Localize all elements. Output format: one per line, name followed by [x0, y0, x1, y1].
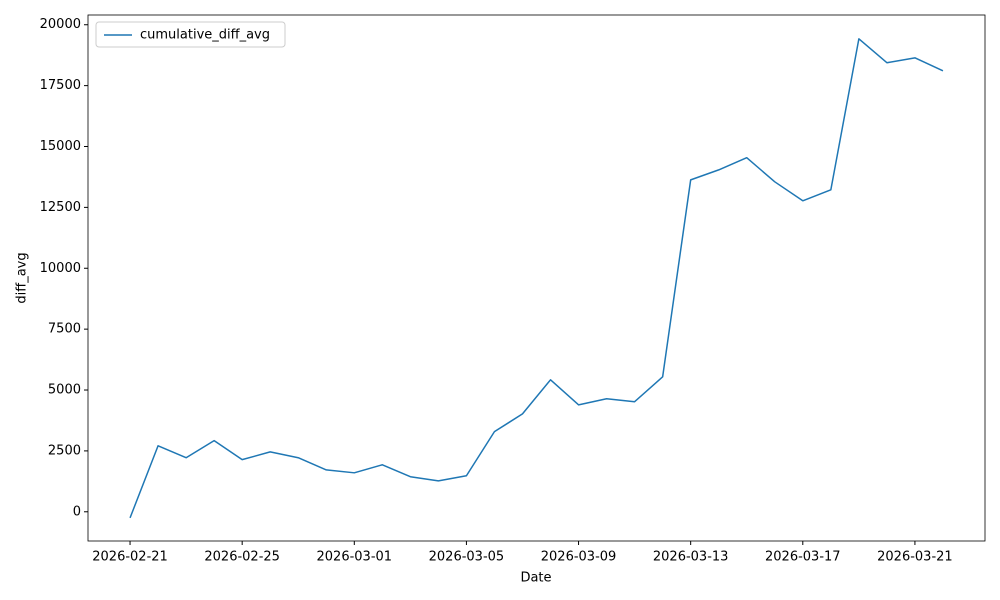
y-tick-label: 15000 [40, 139, 81, 154]
x-tick-label: 2026-03-13 [653, 550, 729, 565]
y-axis-label: diff_avg [15, 252, 30, 303]
plot-frame [87, 14, 986, 542]
y-tick-label: 12500 [40, 200, 81, 215]
legend-box [95, 21, 286, 48]
x-tick-label: 2026-03-21 [877, 550, 953, 565]
y-tick-label: 17500 [40, 78, 81, 93]
y-tick-label: 20000 [40, 17, 81, 32]
y-tick-label: 2500 [48, 443, 81, 458]
x-tick-label: 2026-03-09 [541, 550, 617, 565]
y-tick-label: 0 [73, 504, 81, 519]
x-tick-label: 2026-03-17 [765, 550, 841, 565]
y-tick-label: 7500 [48, 322, 81, 337]
x-tick-label: 2026-02-21 [92, 550, 168, 565]
line [129, 38, 944, 519]
x-axis-label: Date [520, 571, 551, 586]
y-tick-label: 10000 [40, 261, 81, 276]
x-tick-label: 2026-03-01 [317, 550, 393, 565]
y-tick-label: 5000 [48, 383, 81, 398]
legend-label: cumulative_diff_avg [140, 28, 270, 43]
x-tick-label: 2026-03-05 [429, 550, 505, 565]
x-tick-label: 2026-02-25 [204, 550, 280, 565]
